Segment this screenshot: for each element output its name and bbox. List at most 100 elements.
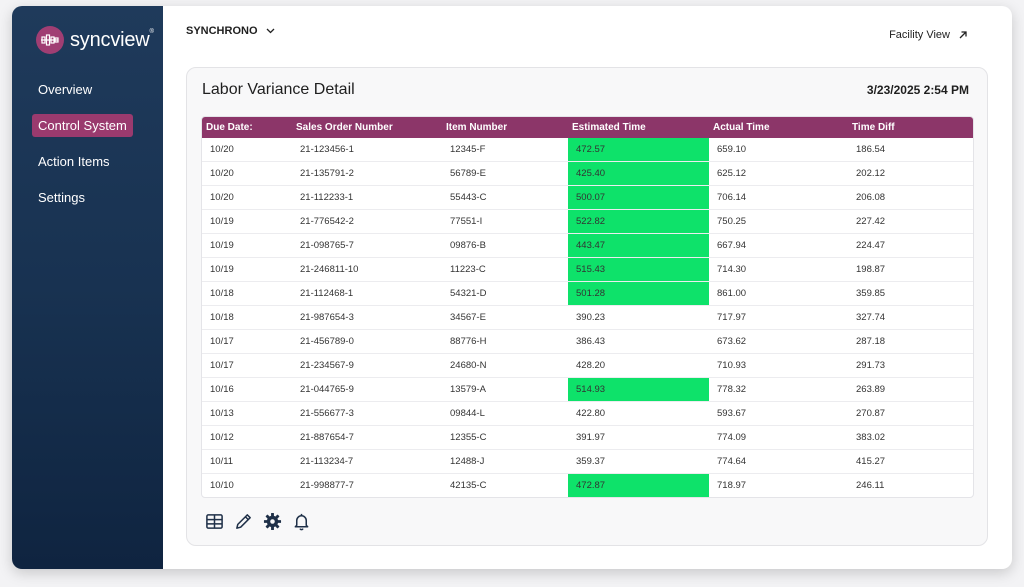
table-cell: 422.80 [568, 401, 709, 426]
table-cell: 21-044765-9 [292, 377, 442, 402]
table-cell: 593.67 [709, 401, 848, 426]
card-timestamp: 3/23/2025 2:54 PM [866, 83, 969, 97]
app-selector-label: SYNCHRONO [186, 25, 258, 37]
sidebar-item-settings[interactable]: Settings [38, 190, 85, 205]
table-icon[interactable] [205, 512, 224, 531]
table-row[interactable]: 10/20 21-135791-2 56789-E 425.40 625.12 202.1… [202, 161, 973, 186]
sidebar: syncview® Overview Control System Action… [12, 6, 163, 569]
bell-icon[interactable] [292, 512, 311, 531]
table-cell: 287.18 [848, 329, 973, 354]
table-cell: 522.82 [568, 209, 709, 234]
table-cell: 263.89 [848, 377, 973, 402]
table-cell: 443.47 [568, 233, 709, 258]
table-row[interactable]: 10/20 21-112233-1 55443-C 500.07 706.14 206.0… [202, 185, 973, 210]
brand-logo[interactable]: syncview® [36, 26, 154, 54]
table-cell: 472.57 [568, 138, 709, 162]
table-row[interactable]: 10/10 21-998877-7 42135-C 472.87 718.97 246.1… [202, 473, 973, 497]
table-cell: 227.42 [848, 209, 973, 234]
table-cell: 717.97 [709, 305, 848, 330]
table-cell: 10/16 [202, 377, 292, 402]
table-cell: 11223-C [442, 257, 568, 282]
app-window: syncview® Overview Control System Action… [12, 6, 1012, 569]
table-row[interactable]: 10/19 21-098765-7 09876-B 443.47 667.94 224.4… [202, 233, 973, 258]
table-row[interactable]: 10/11 21-113234-7 12488-J 359.37 774.64 415.2… [202, 449, 973, 474]
column-header[interactable]: Sales Order Number [292, 117, 442, 138]
table-cell: 21-776542-2 [292, 209, 442, 234]
table-row[interactable]: 10/18 21-987654-3 34567-E 390.23 717.97 327.7… [202, 305, 973, 330]
table-cell: 246.11 [856, 480, 885, 491]
table-row[interactable]: 10/16 21-044765-9 13579-A 514.93 778.32 263.8… [202, 377, 973, 402]
table-cell: 24680-N [442, 353, 568, 378]
table-cell: 710.93 [709, 353, 848, 378]
table-cell: 10/19 [202, 233, 292, 258]
table-cell: 21-998877-7 [300, 480, 354, 491]
logo-mark-icon [36, 26, 64, 54]
table-cell: 10/20 [202, 138, 292, 162]
table-row[interactable]: 10/13 21-556677-3 09844-L 422.80 593.67 270.8… [202, 401, 973, 426]
sidebar-item-overview[interactable]: Overview [38, 82, 93, 97]
table-row[interactable]: 10/17 21-456789-0 88776-H 386.43 673.62 287.1… [202, 329, 973, 354]
pencil-icon[interactable] [234, 512, 253, 531]
table-cell: 515.43 [568, 257, 709, 282]
table-cell: 21-246811-10 [292, 257, 442, 282]
table-cell: 55443-C [442, 185, 568, 210]
table-cell: 88776-H [442, 329, 568, 354]
table-row[interactable]: 10/17 21-234567-9 24680-N 428.20 710.93 291.7… [202, 353, 973, 378]
column-header[interactable]: Estimated Time [568, 117, 709, 138]
table-cell: 77551-I [442, 209, 568, 234]
table-row[interactable]: 10/20 21-123456-1 12345-F 472.57 659.10 186.5… [202, 138, 973, 162]
column-header[interactable]: Due Date: [202, 117, 292, 138]
table-cell: 291.73 [848, 353, 973, 378]
variance-table-container[interactable]: Due Date: Sales Order Number Item Number Es… [201, 116, 974, 498]
table-cell: 21-456789-0 [292, 329, 442, 354]
table-cell: 42135-C [450, 480, 487, 491]
table-row[interactable]: 10/18 21-112468-1 54321-D 501.28 861.00 359.8… [202, 281, 973, 306]
table-cell: 09844-L [442, 401, 568, 426]
table-cell: 750.25 [709, 209, 848, 234]
column-header[interactable]: Actual Time [709, 117, 848, 138]
facility-view-link[interactable]: Facility View [889, 29, 968, 41]
table-cell: 625.12 [709, 161, 848, 186]
table-cell: 10/18 [202, 305, 292, 330]
table-cell: 706.14 [709, 185, 848, 210]
table-cell: 359.37 [568, 449, 709, 474]
table-cell: 10/13 [202, 401, 292, 426]
table-cell: 21-887654-7 [292, 425, 442, 450]
table-cell: 861.00 [709, 281, 848, 306]
table-cell: 10/10 [210, 480, 234, 491]
table-cell: 224.47 [848, 233, 973, 258]
table-cell: 383.02 [848, 425, 973, 450]
table-cell: 198.87 [848, 257, 973, 282]
table-cell: 415.27 [848, 449, 973, 474]
table-cell: 714.30 [709, 257, 848, 282]
app-selector[interactable]: SYNCHRONO [186, 25, 275, 37]
table-cell: 186.54 [848, 138, 973, 162]
table-cell: 21-135791-2 [292, 161, 442, 186]
table-row[interactable]: 10/19 21-776542-2 77551-I 522.82 750.25 227.4… [202, 209, 973, 234]
table-cell: 09876-B [442, 233, 568, 258]
table-cell: 10/20 [202, 161, 292, 186]
table-cell: 10/11 [202, 449, 292, 474]
brand-trademark: ® [149, 28, 154, 35]
column-header[interactable]: Time Diff [848, 117, 973, 138]
table-cell: 10/19 [202, 257, 292, 282]
labor-variance-card: Labor Variance Detail 3/23/2025 2:54 PM … [186, 67, 988, 546]
table-cell: 359.85 [848, 281, 973, 306]
column-header[interactable]: Item Number [442, 117, 568, 138]
table-cell: 21-556677-3 [292, 401, 442, 426]
table-cell: 673.62 [709, 329, 848, 354]
table-cell: 10/19 [202, 209, 292, 234]
table-cell: 667.94 [709, 233, 848, 258]
brand-name: syncview® [70, 29, 154, 52]
table-row[interactable]: 10/19 21-246811-10 11223-C 515.43 714.30 198.… [202, 257, 973, 282]
table-cell: 10/12 [202, 425, 292, 450]
sidebar-item-action-items[interactable]: Action Items [38, 154, 110, 169]
table-cell: 21-113234-7 [292, 449, 442, 474]
table-row[interactable]: 10/12 21-887654-7 12355-C 391.97 774.09 383.0… [202, 425, 973, 450]
gear-icon[interactable] [263, 512, 282, 531]
sidebar-item-control-system[interactable]: Control System [32, 114, 133, 137]
table-cell: 10/20 [202, 185, 292, 210]
card-toolbar [205, 512, 321, 531]
table-cell: 12345-F [442, 138, 568, 162]
table-cell: 774.09 [709, 425, 848, 450]
